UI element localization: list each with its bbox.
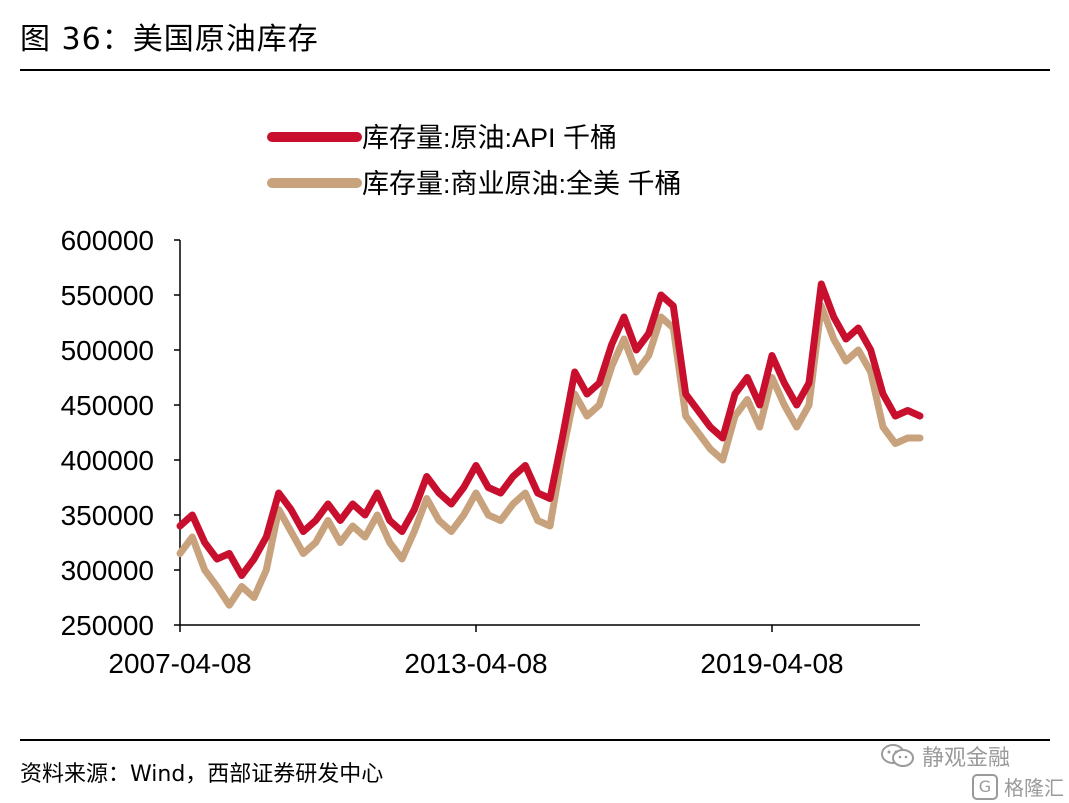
legend-label-commercial: 库存量:商业原油:全美 千桶	[362, 169, 682, 199]
series-line-api	[176, 280, 924, 579]
x-tick-label: 2013-04-08	[404, 648, 547, 679]
legend-label-api: 库存量:原油:API 千桶	[362, 123, 617, 153]
x-axis: 2007-04-08 2013-04-08 2019-04-08	[108, 624, 920, 679]
y-tick-label: 400000	[61, 445, 154, 476]
source-rule	[20, 739, 1050, 741]
y-axis: 250000 300000 350000 400000 450000 500000 5500…	[61, 225, 181, 641]
y-tick-label: 450000	[61, 390, 154, 421]
series-line-commercial	[176, 302, 924, 609]
figure-title: 图 36：美国原油库存	[20, 22, 319, 57]
y-tick-label: 350000	[61, 500, 154, 531]
x-tick-label: 2019-04-08	[700, 648, 843, 679]
y-tick-label: 250000	[61, 610, 154, 641]
y-tick-label: 550000	[61, 280, 154, 311]
x-tick-label: 2007-04-08	[108, 648, 251, 679]
watermark-sub-row: G 格隆汇	[972, 772, 1064, 801]
wechat-icon	[881, 744, 914, 767]
chart: 库存量:原油:API 千桶 库存量:商业原油:全美 千桶 250000 30000…	[61, 123, 924, 679]
y-tick-label: 600000	[61, 225, 154, 256]
watermark-brand: 静观金融	[922, 746, 1011, 771]
title-rule	[20, 69, 1050, 71]
watermark: 静观金融 G 格隆汇	[880, 738, 1064, 800]
gelonghui-logo-icon: G	[972, 773, 998, 800]
y-tick-label: 500000	[61, 335, 154, 366]
y-tick-label: 300000	[61, 555, 154, 586]
source-note: 资料来源：Wind，西部证券研发中心	[20, 762, 384, 787]
watermark-brand-row: 静观金融	[880, 740, 1010, 772]
watermark-sub: 格隆汇	[1004, 776, 1064, 800]
legend: 库存量:原油:API 千桶 库存量:商业原油:全美 千桶	[267, 123, 682, 199]
plot-lines	[176, 280, 924, 609]
